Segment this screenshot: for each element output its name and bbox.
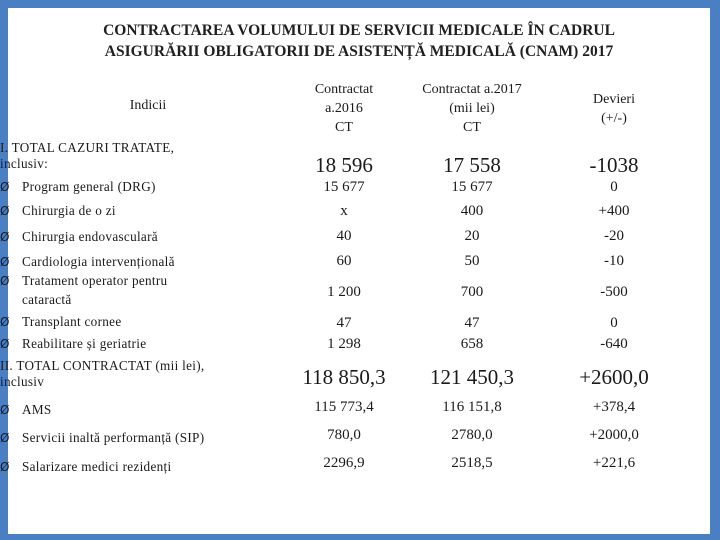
total-cazuri-2017: 17 558 — [443, 153, 501, 177]
header-contractat-2016: Contractat a.2016 CT — [284, 80, 404, 137]
arrow-bullet-icon: Ø — [0, 204, 10, 218]
row-label-text: Chirurgia endovasculară — [22, 229, 158, 244]
sip-2016: 780,0 — [327, 427, 361, 443]
total-contractat-2016: 118 850,3 — [302, 365, 386, 389]
salarizare-devieri: +221,6 — [592, 455, 636, 471]
arrow-bullet-icon: Ø — [0, 180, 10, 194]
row-label-transplant-cornee: Ø Transplant cornee — [0, 314, 270, 330]
arrow-bullet-icon: Ø — [0, 431, 10, 445]
salarizare-2016: 2296,9 — [323, 455, 365, 471]
chirurgia-zi-2016: x — [340, 203, 348, 219]
row-label-program-general: Ø Program general (DRG) — [0, 179, 270, 195]
header-col2-line-2: (mii lei) — [449, 101, 495, 116]
program-general-2017: 15 677 — [451, 179, 493, 195]
salarizare-2017: 2518,5 — [451, 455, 493, 471]
row-label-line: II. TOTAL CONTRACTAT (mii lei), — [0, 358, 205, 373]
arrow-bullet-icon: Ø — [0, 403, 10, 417]
title-line-1: CONTRACTAREA VOLUMULUI DE SERVICII MEDIC… — [103, 22, 615, 39]
row-label-total-cazuri: I. TOTAL CAZURI TRATATE, inclusiv: — [0, 140, 270, 172]
sip-devieri: +2000,0 — [589, 427, 639, 443]
reabilitare-devieri: -640 — [600, 336, 628, 352]
chirurgia-zi-devieri: +400 — [598, 203, 630, 219]
cataracta-2017: 700 — [460, 284, 484, 300]
header-indicii: Indicii — [129, 98, 167, 113]
page-title: CONTRACTAREA VOLUMULUI DE SERVICII MEDIC… — [8, 20, 710, 62]
header-devieri: Devieri (+/-) — [556, 90, 672, 128]
transplant-cornee-2017: 47 — [464, 315, 480, 331]
row-label-text: cataractă — [22, 292, 72, 307]
row-label-total-contractat: II. TOTAL CONTRACTAT (mii lei), inclusiv — [0, 358, 280, 390]
row-label-cardiologia: Ø Cardiologia intervențională — [0, 254, 270, 270]
arrow-bullet-icon: Ø — [0, 315, 10, 329]
header-col1-line-1: Contractat — [314, 82, 374, 97]
row-label-text: Tratament operator pentru — [22, 273, 168, 288]
row-label-text: Transplant cornee — [22, 314, 122, 329]
row-label-text: Cardiologia intervențională — [22, 254, 175, 269]
ams-2016: 115 773,4 — [314, 399, 374, 415]
header-col3-line-1: Devieri — [593, 92, 635, 107]
row-label-line: inclusiv — [0, 374, 45, 389]
cataracta-2016: 1 200 — [327, 284, 361, 300]
cataracta-devieri: -500 — [600, 284, 628, 300]
row-label-cataracta: Ø Tratament operator pentru cataractă — [0, 273, 270, 308]
row-label-text: Servicii inaltă performanță (SIP) — [22, 430, 205, 445]
arrow-bullet-icon: Ø — [0, 274, 10, 288]
ams-devieri: +378,4 — [592, 399, 636, 415]
transplant-cornee-2016: 47 — [336, 315, 352, 331]
header-col2-line-1: Contractat a.2017 — [422, 82, 522, 97]
total-contractat-2017: 121 450,3 — [430, 365, 514, 389]
arrow-bullet-icon: Ø — [0, 255, 10, 269]
ams-2017: 116 151,8 — [442, 399, 502, 415]
row-label-line: I. TOTAL CAZURI TRATATE, — [0, 140, 175, 155]
row-label-chirurgia-endovasculara: Ø Chirurgia endovasculară — [0, 229, 270, 245]
reabilitare-2016: 1 298 — [327, 336, 361, 352]
transplant-cornee-devieri: 0 — [610, 315, 618, 331]
row-label-salarizare: Ø Salarizare medici rezidenți — [0, 459, 270, 475]
program-general-devieri: 0 — [610, 179, 618, 195]
row-label-text: AMS — [22, 402, 52, 417]
header-col1-line-3: CT — [335, 120, 353, 135]
header-col2-line-3: CT — [463, 120, 481, 135]
row-label-reabilitare: Ø Reabilitare și geriatrie — [0, 336, 270, 352]
row-label-text: Salarizare medici rezidenți — [22, 459, 172, 474]
row-label-text: Program general (DRG) — [22, 179, 156, 194]
row-label-text: Reabilitare și geriatrie — [22, 336, 147, 351]
cardiologia-2016: 60 — [336, 253, 352, 269]
header-contractat-2017: Contractat a.2017 (mii lei) CT — [410, 80, 534, 137]
arrow-bullet-icon: Ø — [0, 460, 10, 474]
row-label-sip: Ø Servicii inaltă performanță (SIP) — [0, 430, 280, 446]
total-cazuri-2016: 18 596 — [315, 153, 373, 177]
cardiologia-2017: 50 — [464, 253, 480, 269]
row-label-text: Chirurgia de o zi — [22, 203, 116, 218]
row-label-ams: Ø AMS — [0, 402, 270, 418]
chirurgia-zi-2017: 400 — [460, 203, 484, 219]
total-cazuri-devieri: -1038 — [589, 153, 639, 177]
program-general-2016: 15 677 — [323, 179, 365, 195]
sip-2017: 2780,0 — [451, 427, 493, 443]
chirurgia-endovasculara-2016: 40 — [336, 228, 352, 244]
arrow-bullet-icon: Ø — [0, 337, 10, 351]
arrow-bullet-icon: Ø — [0, 230, 10, 244]
reabilitare-2017: 658 — [460, 336, 484, 352]
header-col1-line-2: a.2016 — [325, 101, 363, 116]
chirurgia-endovasculara-devieri: -20 — [604, 228, 624, 244]
slide: CONTRACTAREA VOLUMULUI DE SERVICII MEDIC… — [0, 8, 710, 534]
row-label-chirurgia-zi: Ø Chirurgia de o zi — [0, 203, 270, 219]
title-line-2: ASIGURĂRII OBLIGATORII DE ASISTENȚĂ MEDI… — [104, 43, 614, 60]
total-contractat-devieri: +2600,0 — [579, 365, 649, 389]
cardiologia-devieri: -10 — [604, 253, 624, 269]
row-label-line: inclusiv: — [0, 156, 49, 171]
header-col3-line-2: (+/-) — [601, 111, 627, 126]
chirurgia-endovasculara-2017: 20 — [464, 228, 480, 244]
